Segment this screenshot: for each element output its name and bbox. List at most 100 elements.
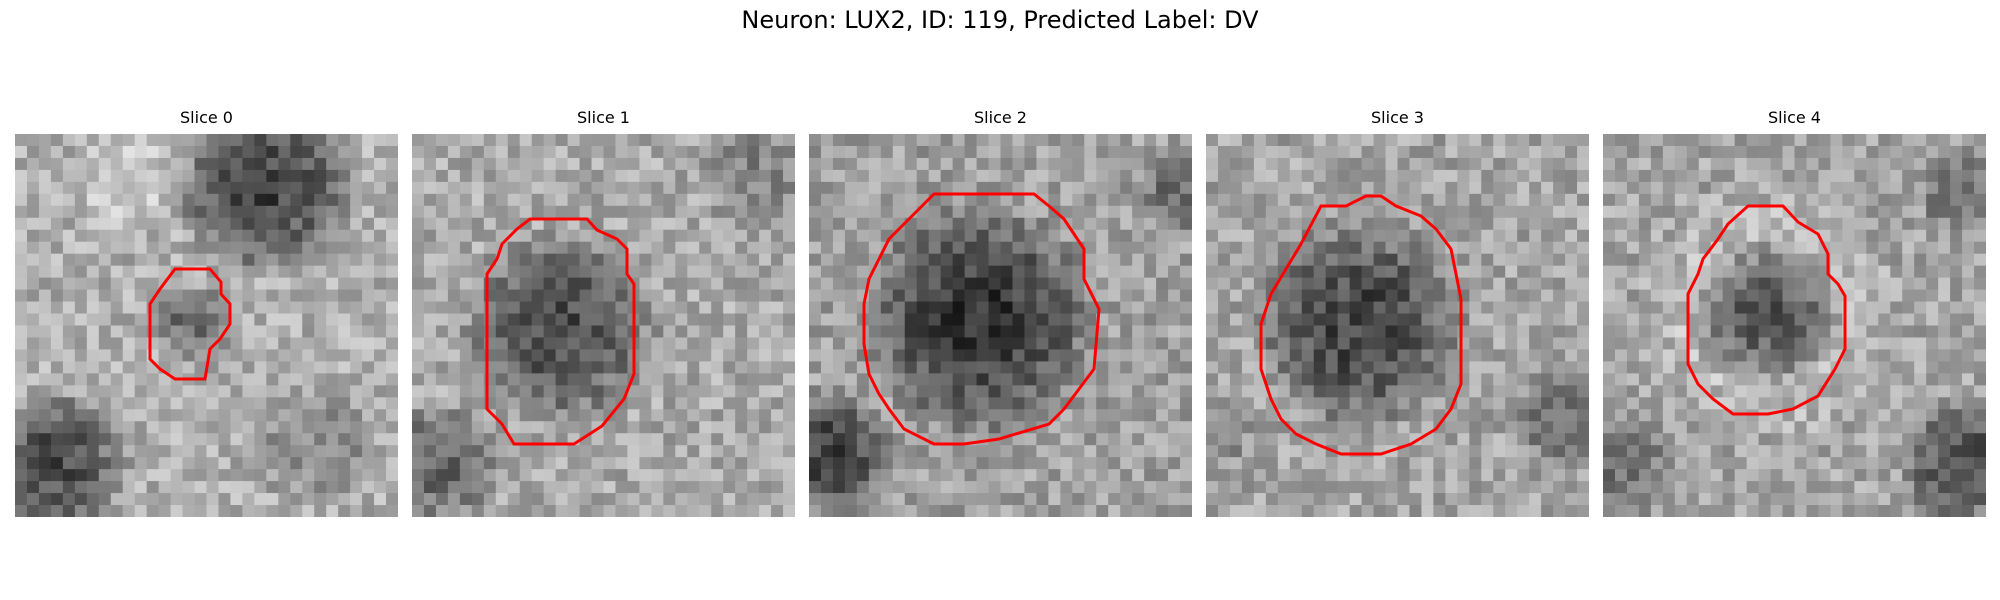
pixel-cell <box>1806 169 1820 183</box>
pixel-cell <box>567 289 581 303</box>
pixel-cell <box>928 134 942 147</box>
pixel-cell <box>302 253 315 267</box>
pixel-cell <box>1626 457 1640 470</box>
pixel-cell <box>1072 469 1085 482</box>
pixel-cell <box>1289 361 1303 374</box>
pixel-cell <box>26 181 40 195</box>
pixel-cell <box>1866 253 1879 267</box>
pixel-cell <box>1132 373 1145 386</box>
pixel-cell <box>218 169 232 183</box>
pixel-cell <box>386 469 398 482</box>
pixel-cell <box>639 469 652 482</box>
pixel-cell <box>1277 505 1291 517</box>
pixel-cell <box>675 421 688 434</box>
pixel-cell <box>1036 169 1049 183</box>
pixel-cell <box>1914 409 1927 422</box>
pixel-cell <box>1168 277 1181 291</box>
pixel-cell <box>639 421 652 434</box>
pixel-cell <box>687 181 700 195</box>
pixel-cell <box>1361 349 1375 363</box>
pixel-cell <box>832 337 846 351</box>
pixel-cell <box>1168 505 1181 517</box>
pixel-cell <box>711 193 724 207</box>
pixel-cell <box>206 301 220 315</box>
pixel-cell <box>892 134 906 147</box>
pixel-cell <box>1421 445 1435 458</box>
pixel-cell <box>940 397 954 410</box>
pixel-cell <box>1722 325 1736 339</box>
pixel-cell <box>519 481 533 494</box>
pixel-cell <box>1108 373 1121 386</box>
pixel-cell <box>579 373 593 386</box>
pixel-cell <box>278 301 291 315</box>
pixel-cell <box>747 325 760 339</box>
pixel-cell <box>735 301 748 315</box>
pixel-cell <box>302 313 315 327</box>
pixel-cell <box>1433 193 1446 207</box>
pixel-cell <box>1385 325 1399 339</box>
pixel-cell <box>194 397 208 410</box>
pixel-cell <box>206 157 220 171</box>
pixel-cell <box>1541 313 1554 327</box>
pixel-cell <box>1938 253 1951 267</box>
pixel-cell <box>1108 469 1121 482</box>
pixel-cell <box>1842 397 1855 410</box>
pixel-cell <box>435 181 449 195</box>
pixel-cell <box>206 181 220 195</box>
pixel-cell <box>1674 409 1688 422</box>
pixel-cell <box>1722 385 1736 398</box>
pixel-cell <box>1746 193 1760 207</box>
pixel-cell <box>1253 169 1267 183</box>
pixel-cell <box>1457 145 1470 159</box>
pixel-cell <box>555 205 569 219</box>
pixel-cell <box>809 349 822 363</box>
pixel-cell <box>50 505 64 517</box>
pixel-cell <box>555 193 569 207</box>
pixel-cell <box>1517 181 1530 195</box>
pixel-cell <box>218 421 232 434</box>
pixel-cell <box>1349 493 1363 506</box>
pixel-cell <box>1469 493 1482 506</box>
pixel-cell <box>1710 373 1724 386</box>
pixel-cell <box>1217 433 1231 446</box>
pixel-cell <box>74 313 88 327</box>
pixel-cell <box>1206 265 1219 279</box>
pixel-cell <box>759 217 772 231</box>
pixel-cell <box>1962 145 1975 159</box>
pixel-cell <box>639 409 652 422</box>
pixel-cell <box>519 445 533 458</box>
pixel-cell <box>507 205 521 219</box>
pixel-cell <box>1096 241 1109 255</box>
pixel-cell <box>1060 301 1073 315</box>
pixel-cell <box>1481 469 1494 482</box>
pixel-cell <box>447 445 461 458</box>
pixel-cell <box>1746 265 1760 279</box>
pixel-cell <box>1782 253 1796 267</box>
pixel-cell <box>230 397 244 410</box>
pixel-cell <box>567 217 581 231</box>
pixel-cell <box>459 445 473 458</box>
pixel-cell <box>964 169 978 183</box>
pixel-cell <box>916 397 930 410</box>
pixel-cell <box>1794 337 1808 351</box>
pixel-cell <box>1229 145 1243 159</box>
pixel-cell <box>1206 433 1219 446</box>
pixel-cell <box>1914 445 1927 458</box>
pixel-cell <box>1325 205 1339 219</box>
pixel-cell <box>1854 373 1867 386</box>
pixel-cell <box>1758 205 1772 219</box>
pixel-cell <box>1878 265 1891 279</box>
pixel-cell <box>1180 217 1192 231</box>
pixel-cell <box>519 181 533 195</box>
pixel-cell <box>302 205 315 219</box>
pixel-cell <box>1758 325 1772 339</box>
pixel-cell <box>1217 169 1231 183</box>
pixel-cell <box>242 493 255 506</box>
pixel-cell <box>1926 325 1939 339</box>
pixel-cell <box>1277 289 1291 303</box>
pixel-cell <box>266 301 279 315</box>
pixel-cell <box>314 493 327 506</box>
pixel-cell <box>1096 193 1109 207</box>
pixel-cell <box>1349 397 1363 410</box>
pixel-cell <box>1505 337 1518 351</box>
